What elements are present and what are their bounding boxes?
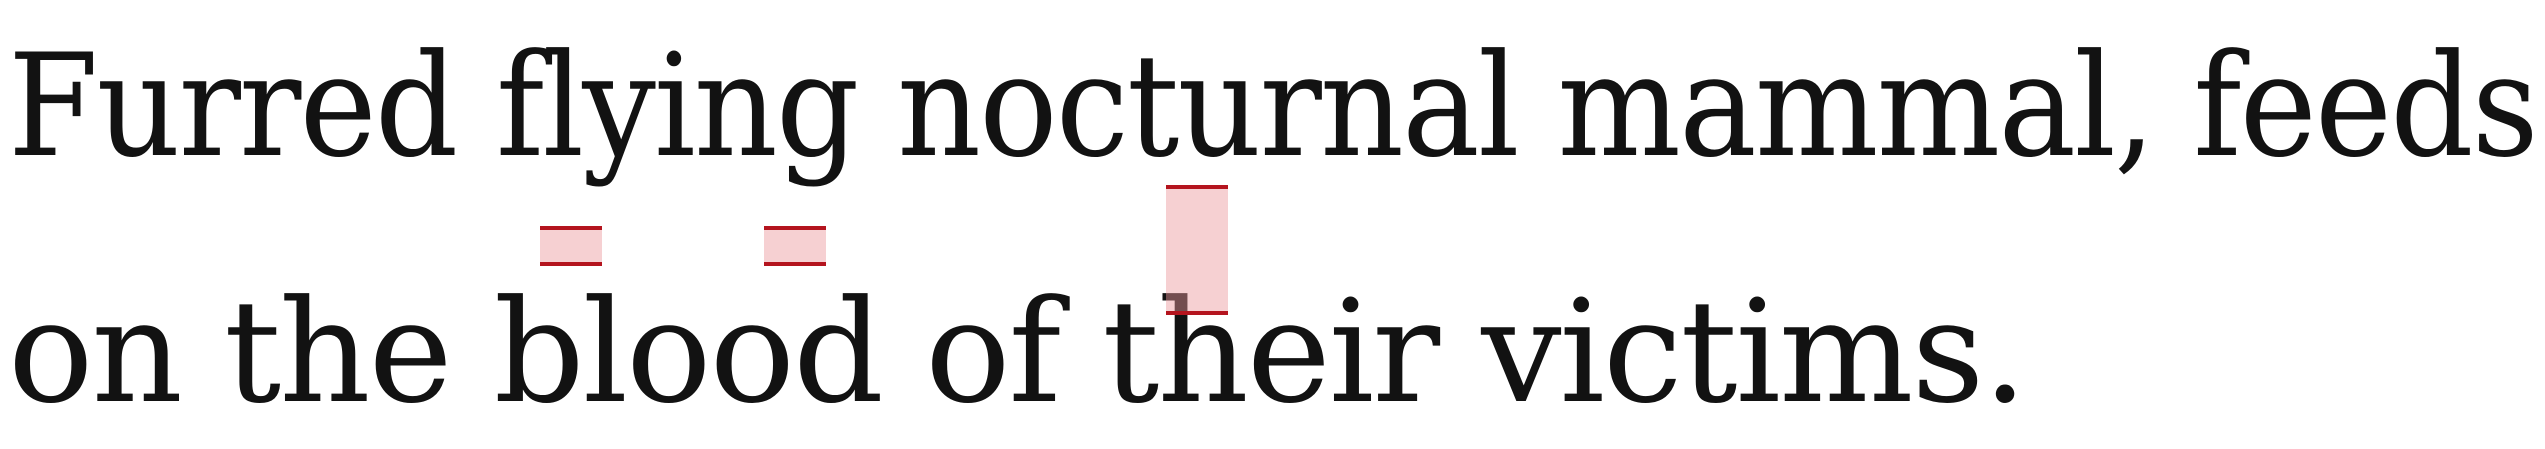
marker-bottom-edge [540,262,602,266]
text-line-2: on the blood of their victims. [8,270,2028,435]
collision-marker-u-e [1166,185,1228,315]
collision-marker-g-d [764,226,826,266]
marker-bottom-edge [764,262,826,266]
marker-top-edge [540,226,602,230]
collision-marker-y-l [540,226,602,266]
marker-bottom-edge [1166,311,1228,315]
marker-top-edge [1166,185,1228,189]
marker-top-edge [764,226,826,230]
text-line-1: Furred flying nocturnal mammal, feeds [8,24,2539,189]
